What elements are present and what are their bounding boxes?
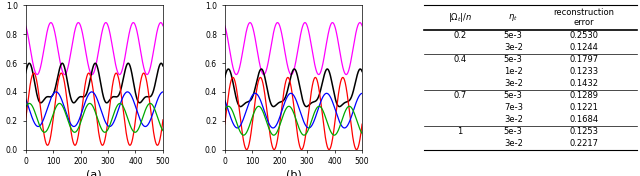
- Text: 5e-3: 5e-3: [504, 31, 523, 40]
- Text: 0.1797: 0.1797: [569, 55, 598, 64]
- Text: 0.7: 0.7: [454, 91, 467, 100]
- Text: 1e-2: 1e-2: [504, 67, 523, 76]
- Text: 0.1253: 0.1253: [569, 127, 598, 136]
- Text: $\eta_t$: $\eta_t$: [508, 12, 518, 23]
- Text: reconstruction
error: reconstruction error: [553, 8, 614, 27]
- Text: 0.1233: 0.1233: [569, 67, 598, 76]
- Text: 3e-2: 3e-2: [504, 43, 523, 52]
- Text: 5e-3: 5e-3: [504, 55, 523, 64]
- Text: $|\Omega_t|/n$: $|\Omega_t|/n$: [448, 11, 472, 24]
- Text: 0.1684: 0.1684: [569, 115, 598, 124]
- Text: 0.2217: 0.2217: [569, 139, 598, 148]
- Text: 0.1432: 0.1432: [569, 79, 598, 88]
- Text: 0.1289: 0.1289: [569, 91, 598, 100]
- Text: 0.1221: 0.1221: [569, 103, 598, 112]
- Text: 3e-2: 3e-2: [504, 115, 523, 124]
- X-axis label: (b): (b): [285, 169, 301, 176]
- Text: 5e-3: 5e-3: [504, 127, 523, 136]
- Text: 0.2530: 0.2530: [569, 31, 598, 40]
- Text: 0.4: 0.4: [454, 55, 467, 64]
- Text: 7e-3: 7e-3: [504, 103, 523, 112]
- Text: 0.2: 0.2: [454, 31, 467, 40]
- X-axis label: (a): (a): [86, 169, 102, 176]
- Text: 0.1244: 0.1244: [569, 43, 598, 52]
- Text: 1: 1: [458, 127, 463, 136]
- Text: 3e-2: 3e-2: [504, 139, 523, 148]
- Text: 3e-2: 3e-2: [504, 79, 523, 88]
- Text: 5e-3: 5e-3: [504, 91, 523, 100]
